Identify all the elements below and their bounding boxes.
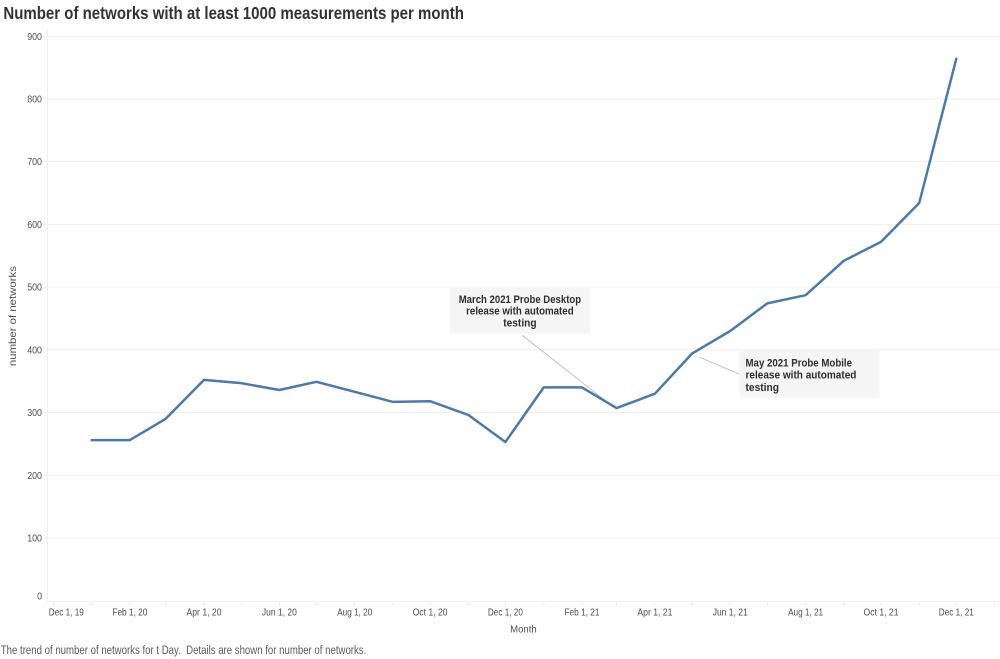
svg-text:600: 600 (27, 220, 42, 231)
svg-text:Aug 1, 21: Aug 1, 21 (788, 608, 823, 619)
svg-text:number of networks: number of networks (8, 266, 19, 366)
svg-text:Number of networks with at lea: Number of networks with at least 1000 me… (3, 3, 464, 23)
svg-text:Dec 1, 20: Dec 1, 20 (488, 608, 523, 619)
svg-text:The trend of number of network: The trend of number of networks for t Da… (1, 645, 367, 657)
svg-text:March 2021 Probe Desktop: March 2021 Probe Desktop (459, 294, 582, 306)
svg-text:Apr 1, 20: Apr 1, 20 (187, 608, 222, 619)
svg-text:Jun 1, 21: Jun 1, 21 (713, 608, 748, 619)
svg-text:500: 500 (27, 283, 42, 294)
svg-text:Jun 1, 20: Jun 1, 20 (262, 608, 297, 619)
svg-text:800: 800 (27, 95, 42, 106)
svg-text:testing: testing (746, 382, 780, 394)
svg-text:Feb 1, 20: Feb 1, 20 (112, 608, 147, 619)
svg-text:Oct 1, 21: Oct 1, 21 (864, 608, 899, 619)
svg-text:700: 700 (27, 157, 42, 168)
svg-text:400: 400 (27, 345, 42, 356)
svg-text:Apr 1, 21: Apr 1, 21 (637, 608, 672, 619)
svg-text:May 2021 Probe Mobile: May 2021 Probe Mobile (746, 357, 853, 369)
svg-text:100: 100 (27, 534, 42, 545)
svg-text:Aug 1, 20: Aug 1, 20 (337, 608, 372, 619)
svg-text:testing: testing (503, 318, 536, 330)
svg-text:Month: Month (510, 625, 537, 636)
svg-text:Feb 1, 21: Feb 1, 21 (565, 608, 600, 619)
svg-text:Dec 1, 19: Dec 1, 19 (49, 608, 84, 619)
svg-text:Dec 1, 21: Dec 1, 21 (939, 608, 974, 619)
svg-text:Oct 1, 20: Oct 1, 20 (413, 608, 448, 619)
svg-text:release with automated: release with automated (466, 306, 574, 318)
svg-text:300: 300 (27, 408, 42, 419)
svg-text:release with automated: release with automated (746, 370, 857, 382)
svg-text:0: 0 (37, 591, 42, 602)
svg-text:900: 900 (27, 32, 42, 43)
svg-text:200: 200 (27, 471, 42, 482)
